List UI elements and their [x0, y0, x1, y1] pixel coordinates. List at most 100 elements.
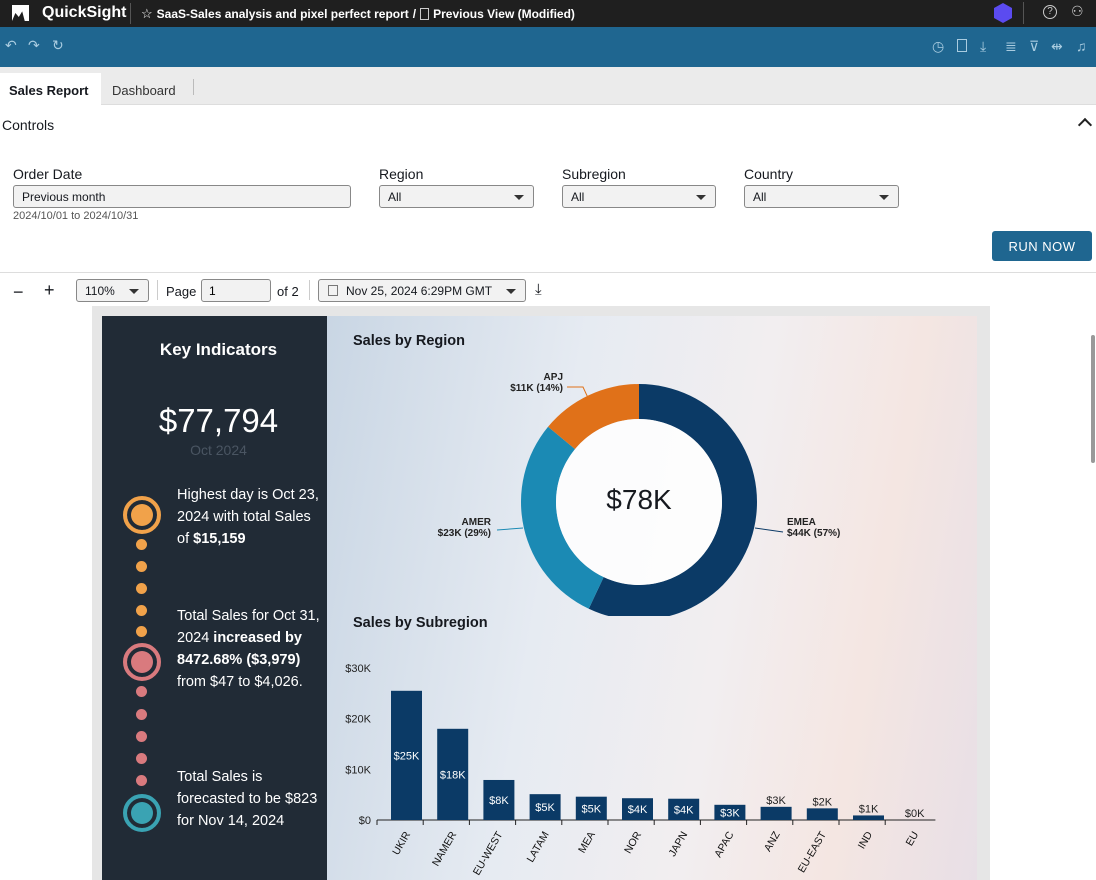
order-date-select[interactable]: Previous month: [13, 185, 351, 208]
breadcrumb-separator: /: [412, 6, 417, 21]
x-tick-label: IND: [856, 829, 876, 851]
bar-apac: [714, 804, 746, 820]
scrollbar[interactable]: [1091, 335, 1095, 463]
bar-value-label: $5K: [582, 803, 602, 815]
fit-width-icon[interactable]: ⇹: [1051, 38, 1063, 54]
donut-slice-apj: [548, 384, 639, 450]
insight-forecast: Total Sales is forecasted to be $823 for…: [177, 769, 318, 829]
x-tick-label: EU: [904, 830, 922, 849]
bar-value-label: $5K: [535, 802, 555, 814]
user-icon[interactable]: ⚇: [1071, 3, 1084, 19]
region-label: Region: [379, 166, 424, 182]
bookmark-icon[interactable]: [957, 39, 967, 52]
zoom-select[interactable]: 110%: [76, 279, 149, 302]
bar-value-label: $25K: [394, 750, 420, 762]
snapshot-date-select[interactable]: Nov 25, 2024 6:29PM GMT: [318, 279, 526, 302]
x-tick-label: MEA: [576, 830, 598, 856]
quicksight-logo-icon: [12, 5, 29, 21]
app-name[interactable]: QuickSight: [42, 4, 127, 21]
subregion-value: All: [571, 190, 585, 204]
country-value: All: [753, 190, 767, 204]
q-assistant-icon[interactable]: [994, 3, 1012, 23]
subregion-label: Subregion: [562, 166, 626, 182]
insight-target-icon: [123, 496, 161, 534]
run-now-button[interactable]: RUN NOW: [992, 231, 1092, 261]
sheet-tabs: Sales Report Dashboard: [0, 67, 1096, 105]
page-input[interactable]: [201, 279, 271, 302]
bar-eu-east: [806, 808, 838, 820]
country-select[interactable]: All: [744, 185, 899, 208]
breadcrumb: ☆ SaaS-Sales analysis and pixel perfect …: [141, 0, 575, 27]
help-icon[interactable]: ?: [1043, 5, 1057, 19]
insight-highest-day: Highest day is Oct 23, 2024 with total S…: [177, 487, 319, 547]
dropdown-caret-icon: [506, 289, 516, 294]
x-tick-label: NOR: [622, 829, 644, 856]
emea-leader-line: [754, 527, 784, 533]
download-icon[interactable]: ⤓: [535, 281, 542, 298]
donut-title: Sales by Region: [353, 333, 466, 349]
bell-icon[interactable]: ♫: [1076, 38, 1087, 54]
bar-eu-west: [483, 779, 515, 820]
slice-label-apj: APJ $11K (14%): [510, 372, 563, 394]
key-indicators-panel: Key Indicators $77,794 Oct 2024 Highest …: [102, 316, 327, 880]
insight-target-icon: [123, 643, 161, 681]
dataset-icon[interactable]: ≣: [1005, 38, 1017, 54]
export-icon[interactable]: ⤓: [980, 38, 987, 54]
bar-value-label: $8K: [489, 795, 509, 807]
charts-panel: Sales by Region $78K APJ $11K (14%) AMER $…: [327, 316, 977, 880]
x-tick-label: LATAM: [525, 830, 552, 865]
bar-value-label: $3K: [720, 807, 740, 819]
x-tick-label: ANZ: [762, 829, 783, 854]
bar-value-label: $2K: [813, 796, 833, 808]
slice-label-amer: AMER $23K (29%): [437, 517, 491, 539]
view-name[interactable]: Previous View (Modified): [433, 6, 575, 21]
insight-increase: Total Sales for Oct 31, 2024 increased b…: [177, 608, 320, 690]
dropdown-caret-icon: [879, 195, 889, 200]
subregion-select[interactable]: All: [562, 185, 716, 208]
collapse-chevron-icon[interactable]: [1077, 117, 1093, 133]
redo-icon[interactable]: ↷: [28, 37, 40, 53]
bar-chart-title: Sales by Subregion: [353, 615, 488, 631]
bar-value-label: $3K: [766, 795, 786, 807]
calendar-icon: [328, 285, 338, 296]
analysis-toolbar: ↶ ↷ ↻ ◷ ⤓ ≣ ⊽ ⇹ ♫: [0, 27, 1096, 67]
undo-icon[interactable]: ↶: [5, 37, 17, 53]
donut-hole: [556, 419, 722, 585]
sales-by-region-donut: [496, 384, 784, 616]
snapshot-date: Nov 25, 2024 6:29PM GMT: [346, 284, 493, 298]
analysis-name[interactable]: SaaS-Sales analysis and pixel perfect re…: [156, 6, 409, 21]
y-tick-label: $30K: [345, 663, 371, 675]
bar-value-label: $4K: [674, 804, 694, 816]
donut-center-label: $78K: [606, 484, 672, 515]
x-tick-label: JAPN: [666, 830, 690, 859]
apj-leader-line: [567, 386, 590, 401]
order-date-range: 2024/10/01 to 2024/10/31: [13, 210, 139, 222]
y-tick-label: $10K: [345, 764, 371, 776]
tab-dashboard[interactable]: Dashboard: [112, 83, 176, 98]
bar-value-label: $0K: [905, 808, 925, 820]
y-tick-label: $0: [359, 815, 371, 827]
bookmark-icon: [420, 7, 430, 20]
bar-japn: [668, 798, 700, 820]
bar-latam: [529, 794, 561, 820]
zoom-out-icon[interactable]: −: [13, 282, 24, 302]
order-date-label: Order Date: [13, 166, 83, 182]
region-select[interactable]: All: [379, 185, 534, 208]
y-tick-label: $20K: [345, 714, 371, 726]
dropdown-caret-icon: [129, 289, 139, 294]
dropdown-caret-icon: [514, 195, 524, 200]
page-count: of 2: [277, 284, 299, 299]
donut-slice-amer: [521, 426, 604, 609]
bar-nor: [622, 798, 653, 820]
clock-icon[interactable]: ◷: [932, 38, 945, 54]
country-label: Country: [744, 166, 794, 182]
x-tick-label: NAMER: [430, 829, 460, 868]
zoom-in-icon[interactable]: +: [44, 280, 55, 300]
x-tick-label: EU-WEST: [471, 829, 506, 877]
tab-sales-report[interactable]: Sales Report: [0, 73, 101, 105]
kpi-period: Oct 2024: [190, 442, 247, 458]
star-icon[interactable]: ☆: [141, 5, 153, 21]
filter-icon[interactable]: ⊽: [1029, 38, 1040, 54]
amer-leader-line: [496, 527, 524, 531]
reset-icon[interactable]: ↻: [52, 37, 64, 53]
